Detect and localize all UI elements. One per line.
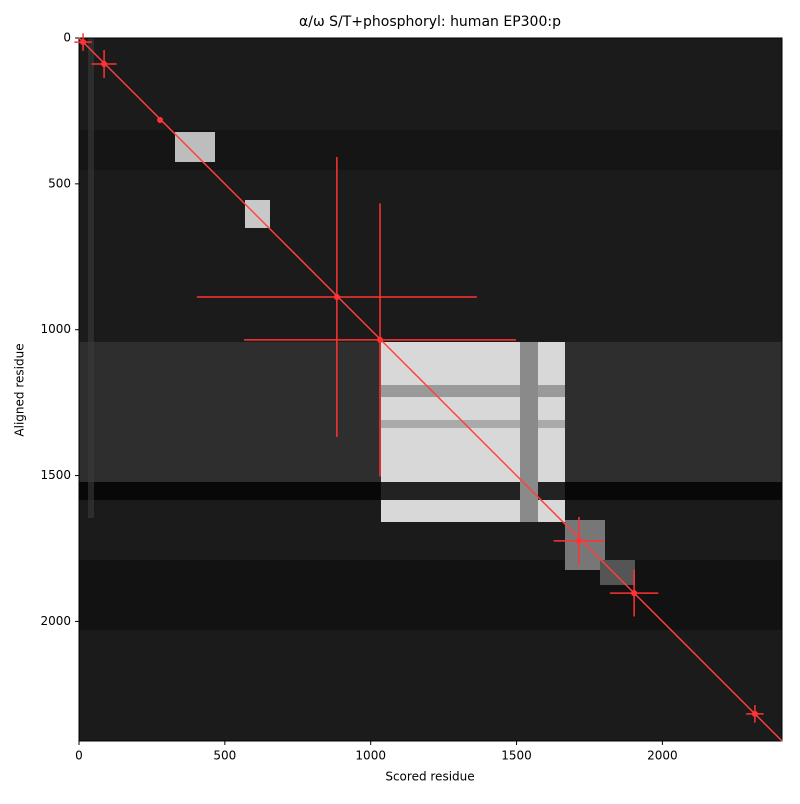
y-tick-label: 500 [48, 176, 71, 190]
x-tick-label: 500 [213, 749, 236, 763]
y-tick-label: 1000 [40, 322, 71, 336]
point [575, 537, 582, 544]
y-tick-label: 0 [63, 31, 71, 45]
y-tick-label: 1500 [40, 468, 71, 482]
point [751, 710, 758, 717]
x-tick-label: 0 [75, 749, 83, 763]
heatmap [79, 38, 782, 741]
x-tick-label: 1000 [355, 749, 386, 763]
plot-frame [78, 37, 783, 742]
chart-title: α/ω S/T+phosphoryl: human EP300:p [299, 14, 561, 30]
y-axis-label: Aligned residue [13, 343, 27, 436]
y-tick-label: 2000 [40, 614, 71, 628]
point [157, 116, 164, 123]
point [101, 60, 108, 67]
point [377, 336, 384, 343]
point [333, 294, 340, 301]
x-tick-label: 1500 [501, 749, 532, 763]
diagonal-line [78, 37, 783, 742]
x-tick-label: 2000 [647, 749, 678, 763]
point [80, 39, 87, 46]
point [631, 590, 638, 597]
x-axis-label: Scored residue [385, 770, 474, 784]
